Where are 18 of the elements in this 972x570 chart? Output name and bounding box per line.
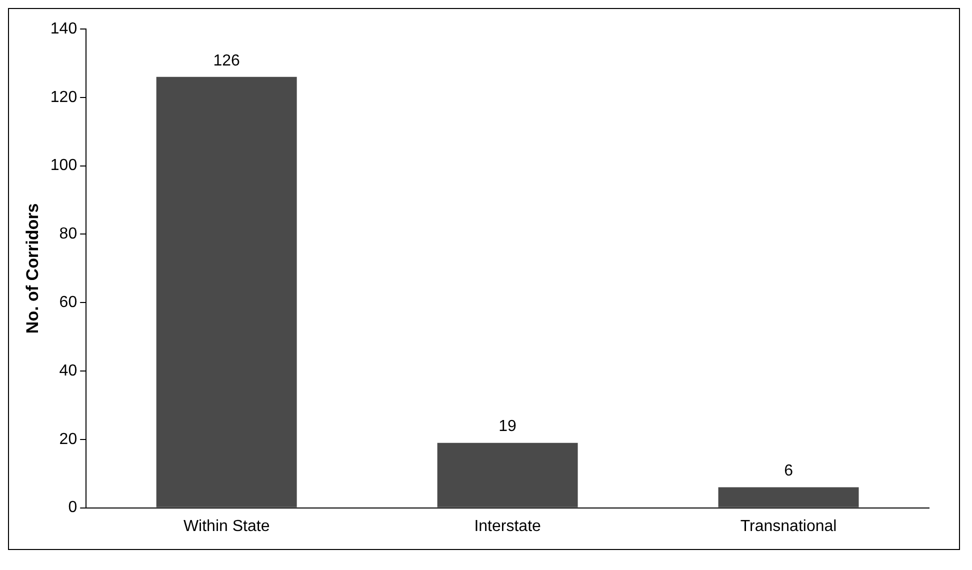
y-axis-title: No. of Corridors (22, 203, 42, 334)
y-tick-label: 20 (59, 430, 78, 448)
bar (156, 76, 297, 508)
x-tick-label: Interstate (474, 518, 541, 535)
y-tick-label: 140 (50, 20, 78, 38)
y-tick-label: 0 (68, 499, 78, 516)
y-tick-label: 100 (50, 157, 78, 174)
bar (718, 487, 859, 508)
data-label: 19 (498, 418, 517, 436)
x-tick-label: Within State (183, 518, 270, 535)
x-tick-label: Transnational (740, 518, 837, 535)
data-label: 126 (213, 52, 240, 70)
bar (437, 442, 578, 508)
y-tick-label: 40 (59, 362, 78, 380)
y-tick-label: 120 (50, 88, 78, 106)
y-tick-label: 80 (59, 226, 78, 243)
data-label: 6 (784, 462, 794, 480)
y-tick-label: 60 (59, 294, 78, 312)
